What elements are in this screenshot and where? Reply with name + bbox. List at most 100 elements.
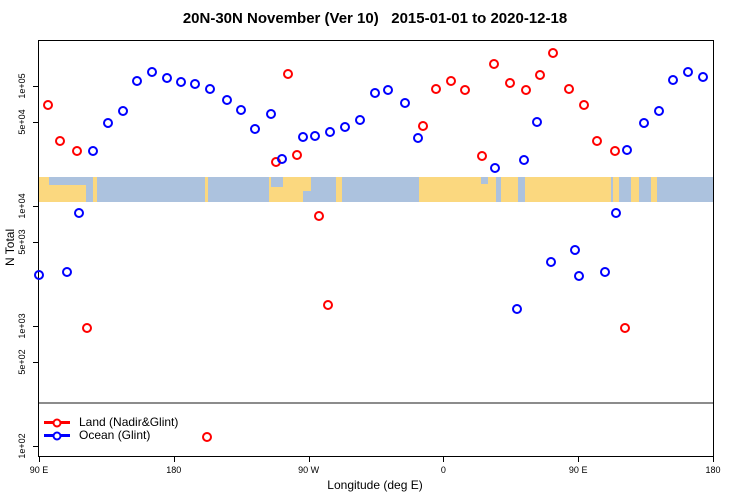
legend-marker-icon bbox=[44, 429, 70, 442]
land-data-point bbox=[292, 150, 303, 161]
land-data-point bbox=[283, 68, 294, 79]
ocean-data-point bbox=[611, 207, 622, 218]
ocean-data-point bbox=[131, 76, 142, 87]
y-tick-mark bbox=[33, 362, 38, 364]
land-data-point bbox=[504, 77, 515, 88]
x-tick-mark bbox=[308, 457, 310, 462]
legend-label: Land (Nadir&Glint) bbox=[79, 415, 179, 429]
ocean-data-point bbox=[62, 266, 72, 277]
y-tick-label: 1e+03 bbox=[17, 313, 27, 339]
y-tick-label: 1e+05 bbox=[17, 73, 27, 99]
land-data-point bbox=[314, 210, 325, 221]
map-ocean-patch bbox=[480, 176, 489, 185]
y-tick-label: 1e+04 bbox=[17, 193, 27, 219]
chart-title: 20N-30N November (Ver 10) 2015-01-01 to … bbox=[182, 10, 568, 27]
map-land-segment bbox=[501, 176, 518, 202]
land-data-point bbox=[609, 146, 620, 157]
land-data-point bbox=[488, 59, 499, 70]
ocean-data-point bbox=[189, 78, 200, 89]
ocean-data-point bbox=[325, 126, 336, 137]
land-data-point bbox=[476, 151, 487, 161]
x-tick-mark bbox=[173, 457, 175, 462]
ocean-data-point bbox=[697, 72, 708, 83]
x-tick-mark bbox=[578, 457, 580, 462]
land-data-point bbox=[54, 136, 65, 147]
x-tick-mark bbox=[443, 457, 445, 462]
ocean-data-point bbox=[573, 271, 584, 282]
ocean-data-point bbox=[277, 153, 288, 164]
land-data-point bbox=[520, 85, 531, 95]
y-tick-label: 5e+04 bbox=[17, 109, 27, 135]
x-tick-label: 90 W bbox=[298, 465, 320, 475]
ocean-data-point bbox=[682, 66, 693, 77]
land-data-point bbox=[71, 146, 82, 157]
land-data-point bbox=[563, 84, 574, 94]
y-tick-mark bbox=[33, 242, 38, 244]
x-tick-mark bbox=[713, 457, 714, 462]
ocean-data-point bbox=[354, 114, 365, 125]
map-ocean-patch bbox=[49, 176, 87, 186]
y-tick-label: 5e+02 bbox=[17, 349, 27, 375]
ocean-data-point bbox=[34, 270, 44, 281]
ocean-data-point bbox=[532, 117, 543, 128]
legend-circle-icon bbox=[52, 418, 62, 427]
land-data-point bbox=[81, 323, 92, 334]
map-ocean-patch bbox=[302, 190, 311, 202]
land-data-point bbox=[619, 323, 630, 334]
y-tick-mark bbox=[33, 86, 38, 87]
plot-area: 90 E 180 90 W 0 90 E 180 1e+05 5e+04 1e+04 5e+03 1… bbox=[17, 40, 721, 475]
map-land-segment bbox=[613, 176, 620, 202]
x-axis-label: Longitude (deg E) bbox=[327, 478, 423, 492]
ocean-data-point bbox=[412, 132, 423, 143]
ocean-data-point bbox=[668, 75, 678, 86]
ocean-data-point bbox=[519, 154, 530, 165]
ocean-data-point bbox=[235, 105, 246, 115]
map-land-segment bbox=[205, 176, 209, 202]
ocean-data-point bbox=[600, 266, 611, 277]
ocean-data-point bbox=[490, 162, 501, 173]
y-tick-label: 5e+03 bbox=[17, 229, 27, 255]
ocean-data-point bbox=[339, 122, 350, 133]
ocean-data-point bbox=[175, 76, 186, 87]
land-data-point bbox=[578, 99, 589, 110]
ocean-data-point bbox=[265, 108, 276, 119]
ocean-data-point bbox=[369, 87, 380, 98]
ocean-data-point bbox=[546, 257, 557, 268]
ocean-data-point bbox=[310, 131, 321, 142]
ocean-data-point bbox=[146, 66, 157, 77]
ocean-data-point bbox=[298, 131, 309, 142]
y-tick-mark bbox=[33, 122, 38, 124]
ocean-data-point bbox=[221, 95, 232, 106]
ocean-data-point bbox=[570, 245, 581, 255]
x-tick-label: 90 E bbox=[568, 465, 588, 475]
ocean-data-point bbox=[161, 72, 172, 83]
ocean-data-point bbox=[73, 207, 84, 218]
ocean-data-point bbox=[654, 106, 665, 116]
y-tick-mark bbox=[33, 206, 38, 208]
map-land-segment bbox=[92, 176, 98, 202]
legend-item: Ocean (Glint) bbox=[44, 429, 178, 442]
legend: Land (Nadir&Glint) Ocean (Glint) bbox=[44, 416, 178, 442]
ocean-data-point bbox=[102, 117, 113, 128]
land-data-point bbox=[417, 121, 428, 132]
x-tick-label: 90 E bbox=[29, 465, 49, 475]
x-tick-mark bbox=[39, 457, 40, 462]
map-land-segment bbox=[525, 176, 612, 202]
ocean-data-point bbox=[117, 106, 128, 116]
land-data-point bbox=[534, 70, 545, 80]
land-data-point bbox=[42, 99, 53, 110]
map-land-segment bbox=[335, 176, 343, 202]
y-tick-label: 1e+02 bbox=[17, 433, 27, 459]
x-tick-label: 0 bbox=[440, 465, 446, 475]
y-tick-mark bbox=[33, 446, 38, 448]
ocean-data-point bbox=[87, 146, 98, 157]
y-axis-label: N Total bbox=[3, 228, 17, 266]
ocean-data-point bbox=[639, 117, 650, 128]
land-data-point bbox=[445, 76, 456, 87]
land-data-point bbox=[201, 431, 212, 442]
legend-item: Land (Nadir&Glint) bbox=[44, 416, 178, 429]
legend-marker-icon bbox=[44, 416, 70, 429]
map-land-segment bbox=[630, 176, 639, 202]
reference-line bbox=[39, 401, 713, 404]
